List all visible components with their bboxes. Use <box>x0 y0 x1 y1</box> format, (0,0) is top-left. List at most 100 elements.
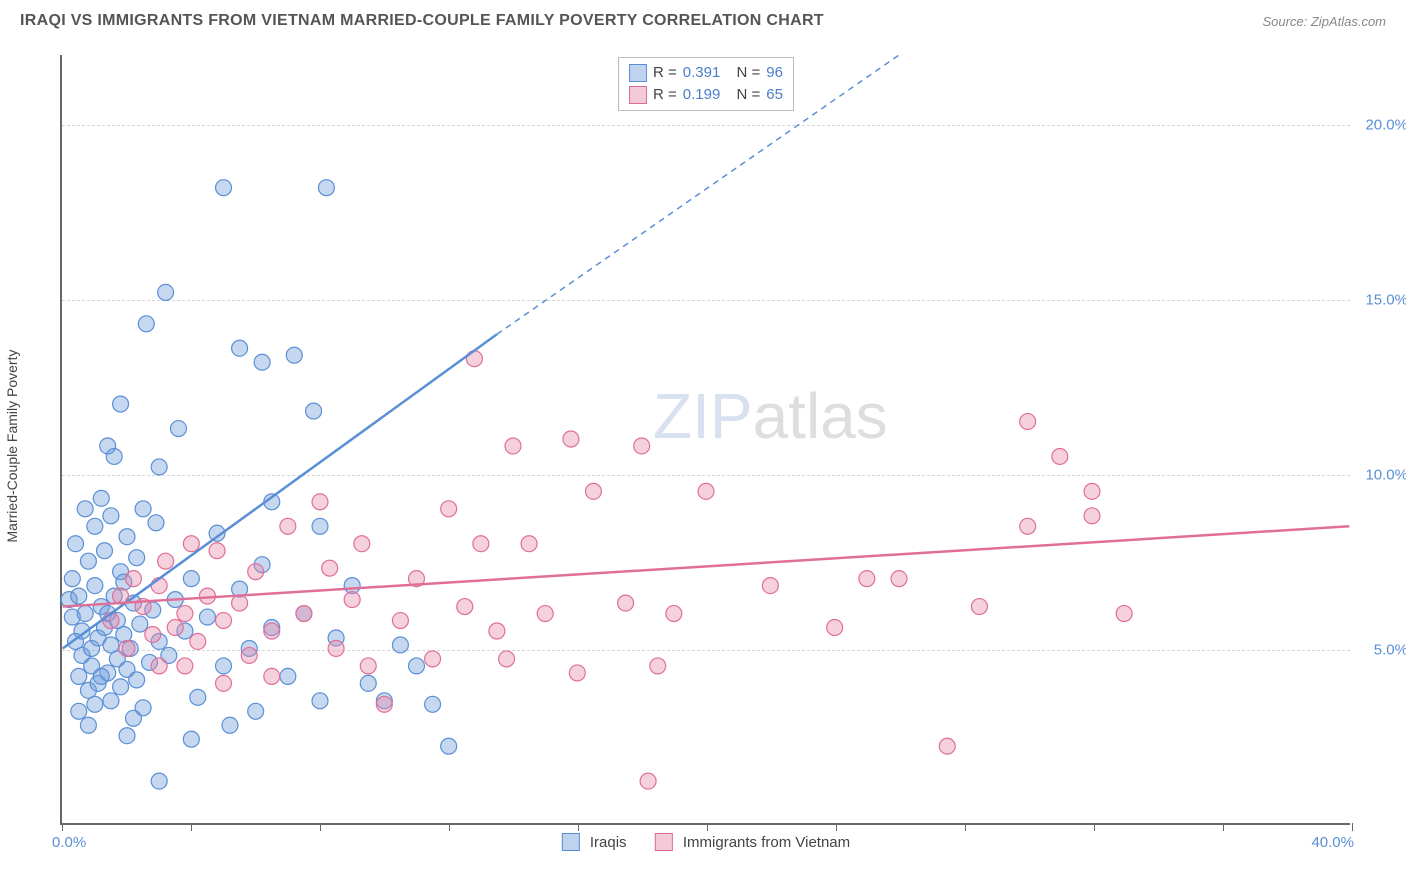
y-tick-label: 10.0% <box>1350 467 1406 484</box>
data-point <box>318 180 334 196</box>
data-point <box>216 180 232 196</box>
legend-row-series2: R = 0.199 N = 65 <box>629 84 783 106</box>
r-label: R = <box>653 62 677 84</box>
data-point <box>698 483 714 499</box>
data-point <box>354 536 370 552</box>
y-tick-label: 15.0% <box>1350 292 1406 309</box>
data-point <box>489 623 505 639</box>
data-point <box>158 284 174 300</box>
x-tick-label-min: 0.0% <box>52 834 86 851</box>
data-point <box>457 599 473 615</box>
swatch-icon <box>629 86 647 104</box>
data-point <box>360 658 376 674</box>
data-point <box>151 459 167 475</box>
data-point <box>634 438 650 454</box>
data-point <box>344 592 360 608</box>
y-axis-label: Married-Couple Family Poverty <box>4 350 20 543</box>
data-point <box>216 658 232 674</box>
data-point <box>129 672 145 688</box>
data-point <box>64 571 80 587</box>
x-tick <box>320 823 321 831</box>
data-point <box>222 717 238 733</box>
r-value-1: 0.391 <box>683 62 721 84</box>
data-point <box>1020 518 1036 534</box>
n-value-1: 96 <box>766 62 783 84</box>
data-point <box>563 431 579 447</box>
y-tick-label: 20.0% <box>1350 117 1406 134</box>
data-point <box>167 620 183 636</box>
data-point <box>762 578 778 594</box>
data-point <box>939 738 955 754</box>
data-point <box>80 553 96 569</box>
x-tick <box>965 823 966 831</box>
data-point <box>312 494 328 510</box>
x-tick <box>578 823 579 831</box>
data-point <box>280 518 296 534</box>
data-point <box>827 620 843 636</box>
data-point <box>322 560 338 576</box>
data-point <box>264 668 280 684</box>
data-point <box>585 483 601 499</box>
data-point <box>87 518 103 534</box>
data-point <box>248 703 264 719</box>
chart-title: IRAQI VS IMMIGRANTS FROM VIETNAM MARRIED… <box>20 12 824 30</box>
r-label: R = <box>653 84 677 106</box>
data-point <box>87 578 103 594</box>
data-point <box>68 536 84 552</box>
n-value-2: 65 <box>766 84 783 106</box>
data-point <box>1084 483 1100 499</box>
series-legend: Iraqis Immigrants from Vietnam <box>562 833 850 851</box>
data-point <box>151 658 167 674</box>
data-point <box>264 623 280 639</box>
data-point <box>119 640 135 656</box>
data-point <box>113 679 129 695</box>
data-point <box>409 658 425 674</box>
data-point <box>425 696 441 712</box>
data-point <box>183 731 199 747</box>
data-point <box>280 668 296 684</box>
data-point <box>87 696 103 712</box>
data-point <box>286 347 302 363</box>
data-point <box>306 403 322 419</box>
data-point <box>971 599 987 615</box>
data-point <box>1052 448 1068 464</box>
data-point <box>132 616 148 632</box>
data-point <box>650 658 666 674</box>
data-point <box>1116 606 1132 622</box>
data-point <box>312 693 328 709</box>
swatch-icon <box>629 64 647 82</box>
data-point <box>521 536 537 552</box>
data-point <box>232 340 248 356</box>
scatter-plot-svg <box>62 55 1350 823</box>
source-attribution: Source: ZipAtlas.com <box>1262 14 1386 29</box>
data-point <box>119 529 135 545</box>
data-point <box>248 564 264 580</box>
y-tick-label: 5.0% <box>1350 642 1406 659</box>
data-point <box>93 668 109 684</box>
x-tick <box>1352 823 1353 831</box>
data-point <box>254 354 270 370</box>
plot-frame: 5.0%10.0%15.0%20.0% ZIPatlas R = 0.391 N… <box>60 55 1350 825</box>
data-point <box>1020 414 1036 430</box>
data-point <box>216 675 232 691</box>
data-point <box>77 606 93 622</box>
x-tick-label-max: 40.0% <box>1311 834 1354 851</box>
x-tick <box>836 823 837 831</box>
data-point <box>183 571 199 587</box>
chart-area: 5.0%10.0%15.0%20.0% ZIPatlas R = 0.391 N… <box>60 55 1350 825</box>
data-point <box>328 640 344 656</box>
data-point <box>158 553 174 569</box>
x-tick <box>707 823 708 831</box>
data-point <box>103 508 119 524</box>
data-point <box>473 536 489 552</box>
data-point <box>71 668 87 684</box>
n-label: N = <box>737 62 761 84</box>
series1-label: Iraqis <box>590 834 627 851</box>
data-point <box>296 606 312 622</box>
data-point <box>199 609 215 625</box>
x-tick <box>1223 823 1224 831</box>
swatch-icon <box>562 833 580 851</box>
correlation-legend: R = 0.391 N = 96 R = 0.199 N = 65 <box>618 57 794 111</box>
data-point <box>441 738 457 754</box>
data-point <box>71 703 87 719</box>
